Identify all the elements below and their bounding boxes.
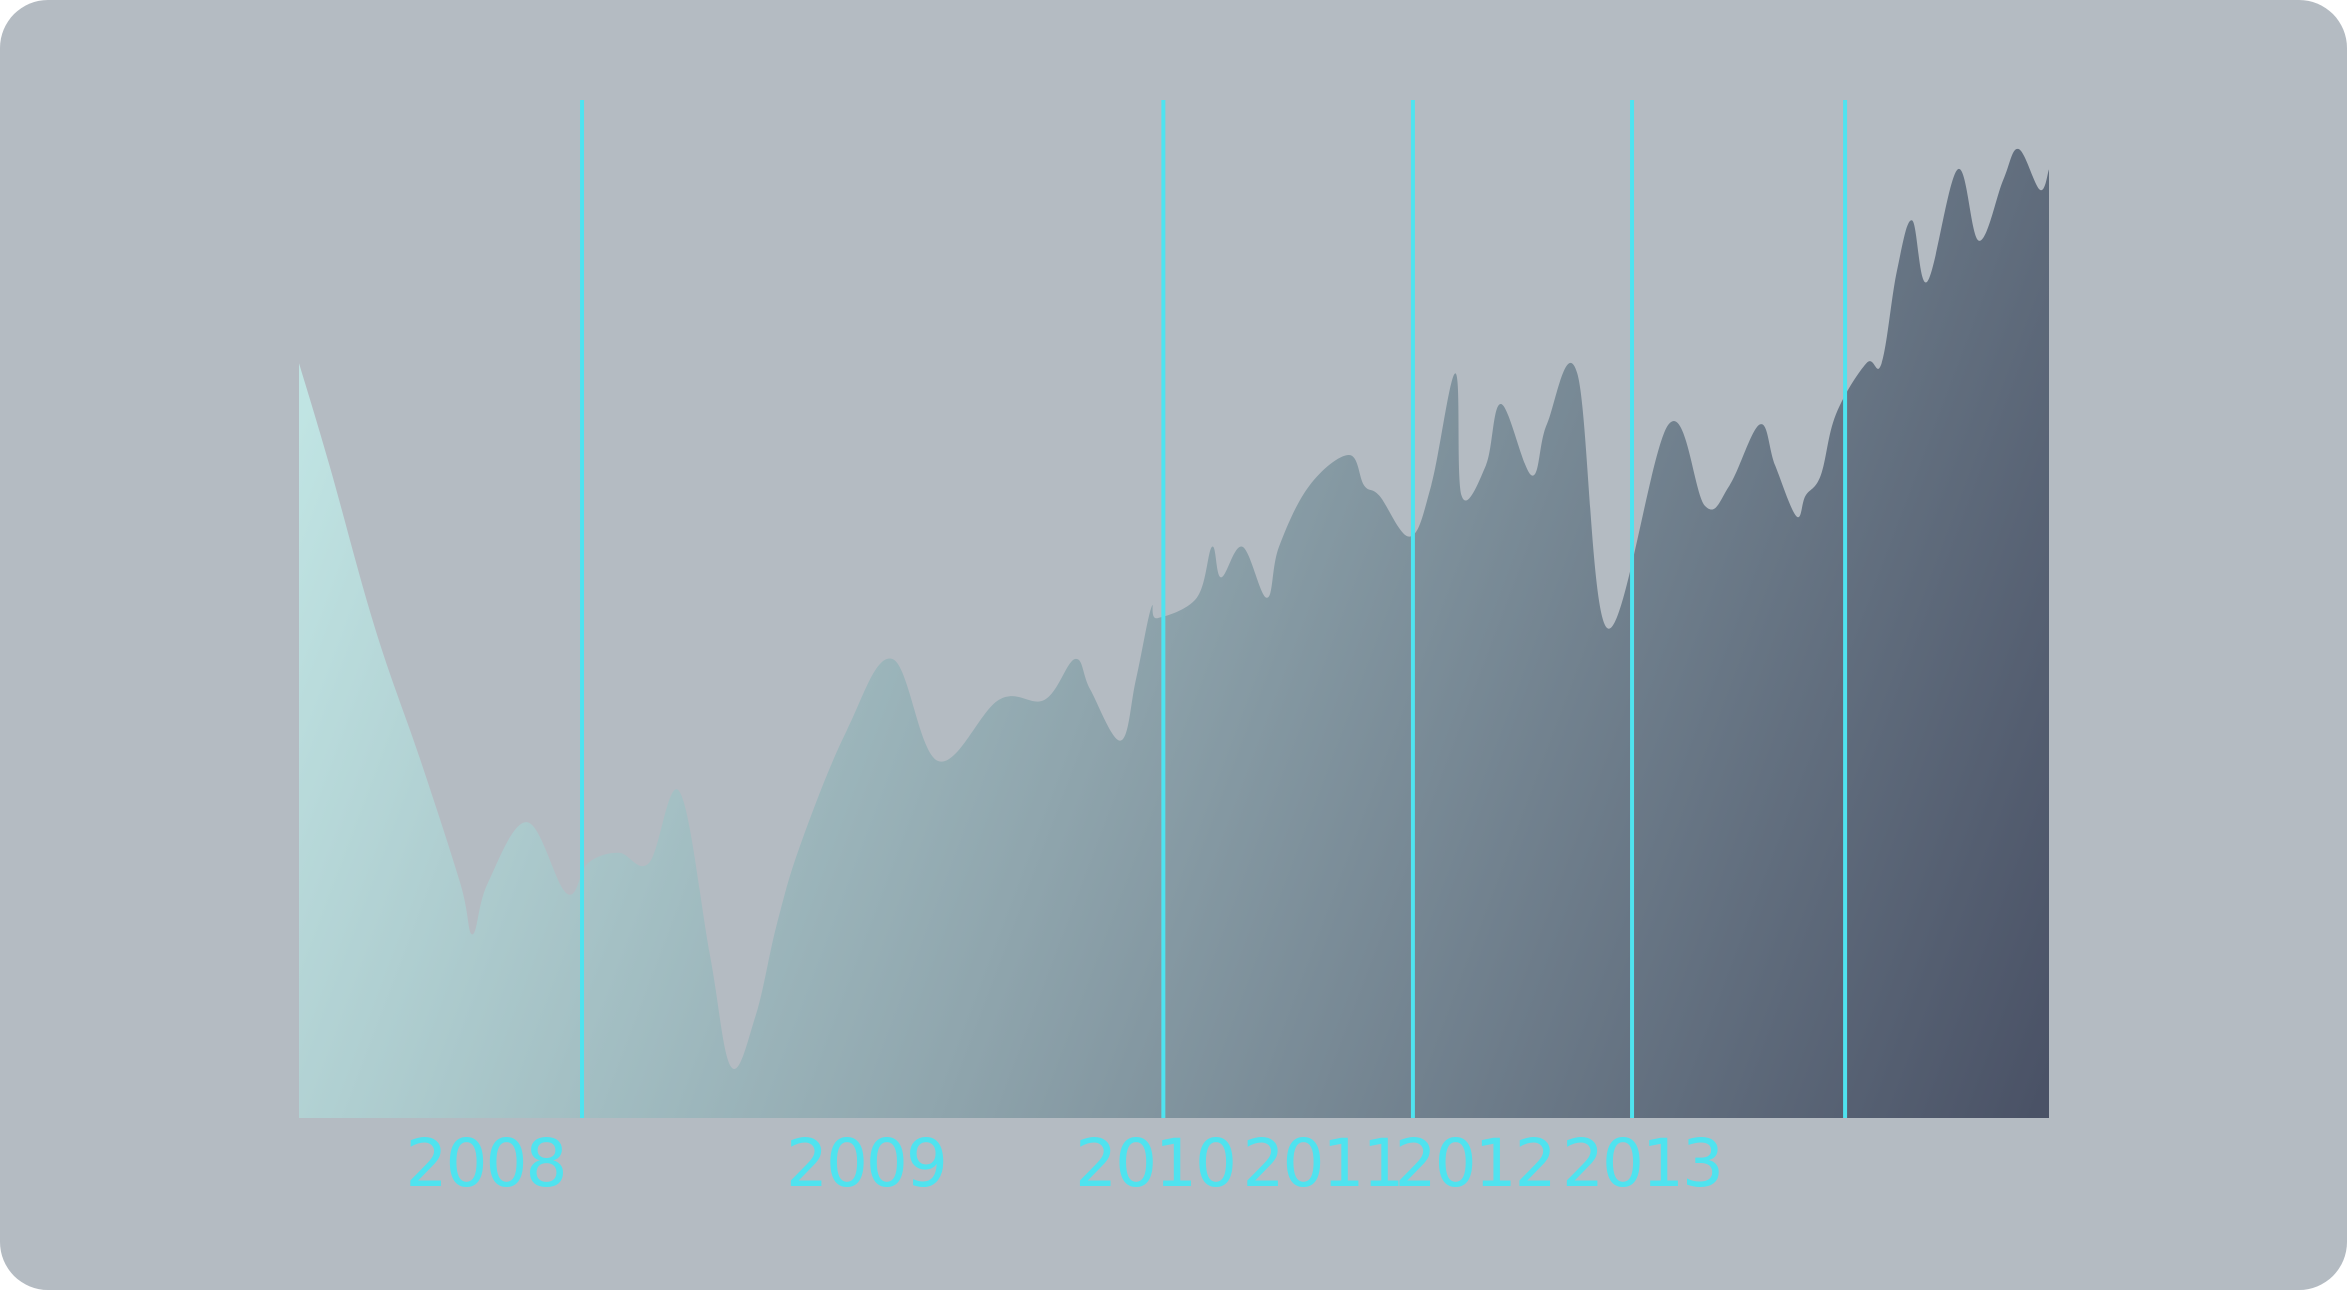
area-series — [299, 148, 2049, 1118]
year-label-2013: 2013 — [1562, 1125, 1722, 1202]
year-label-2008: 2008 — [406, 1125, 566, 1202]
year-label-2012: 2012 — [1395, 1125, 1555, 1202]
year-label-2009: 2009 — [786, 1125, 946, 1202]
year-label-2010: 2010 — [1075, 1125, 1235, 1202]
year-label-2011: 2011 — [1242, 1125, 1402, 1202]
